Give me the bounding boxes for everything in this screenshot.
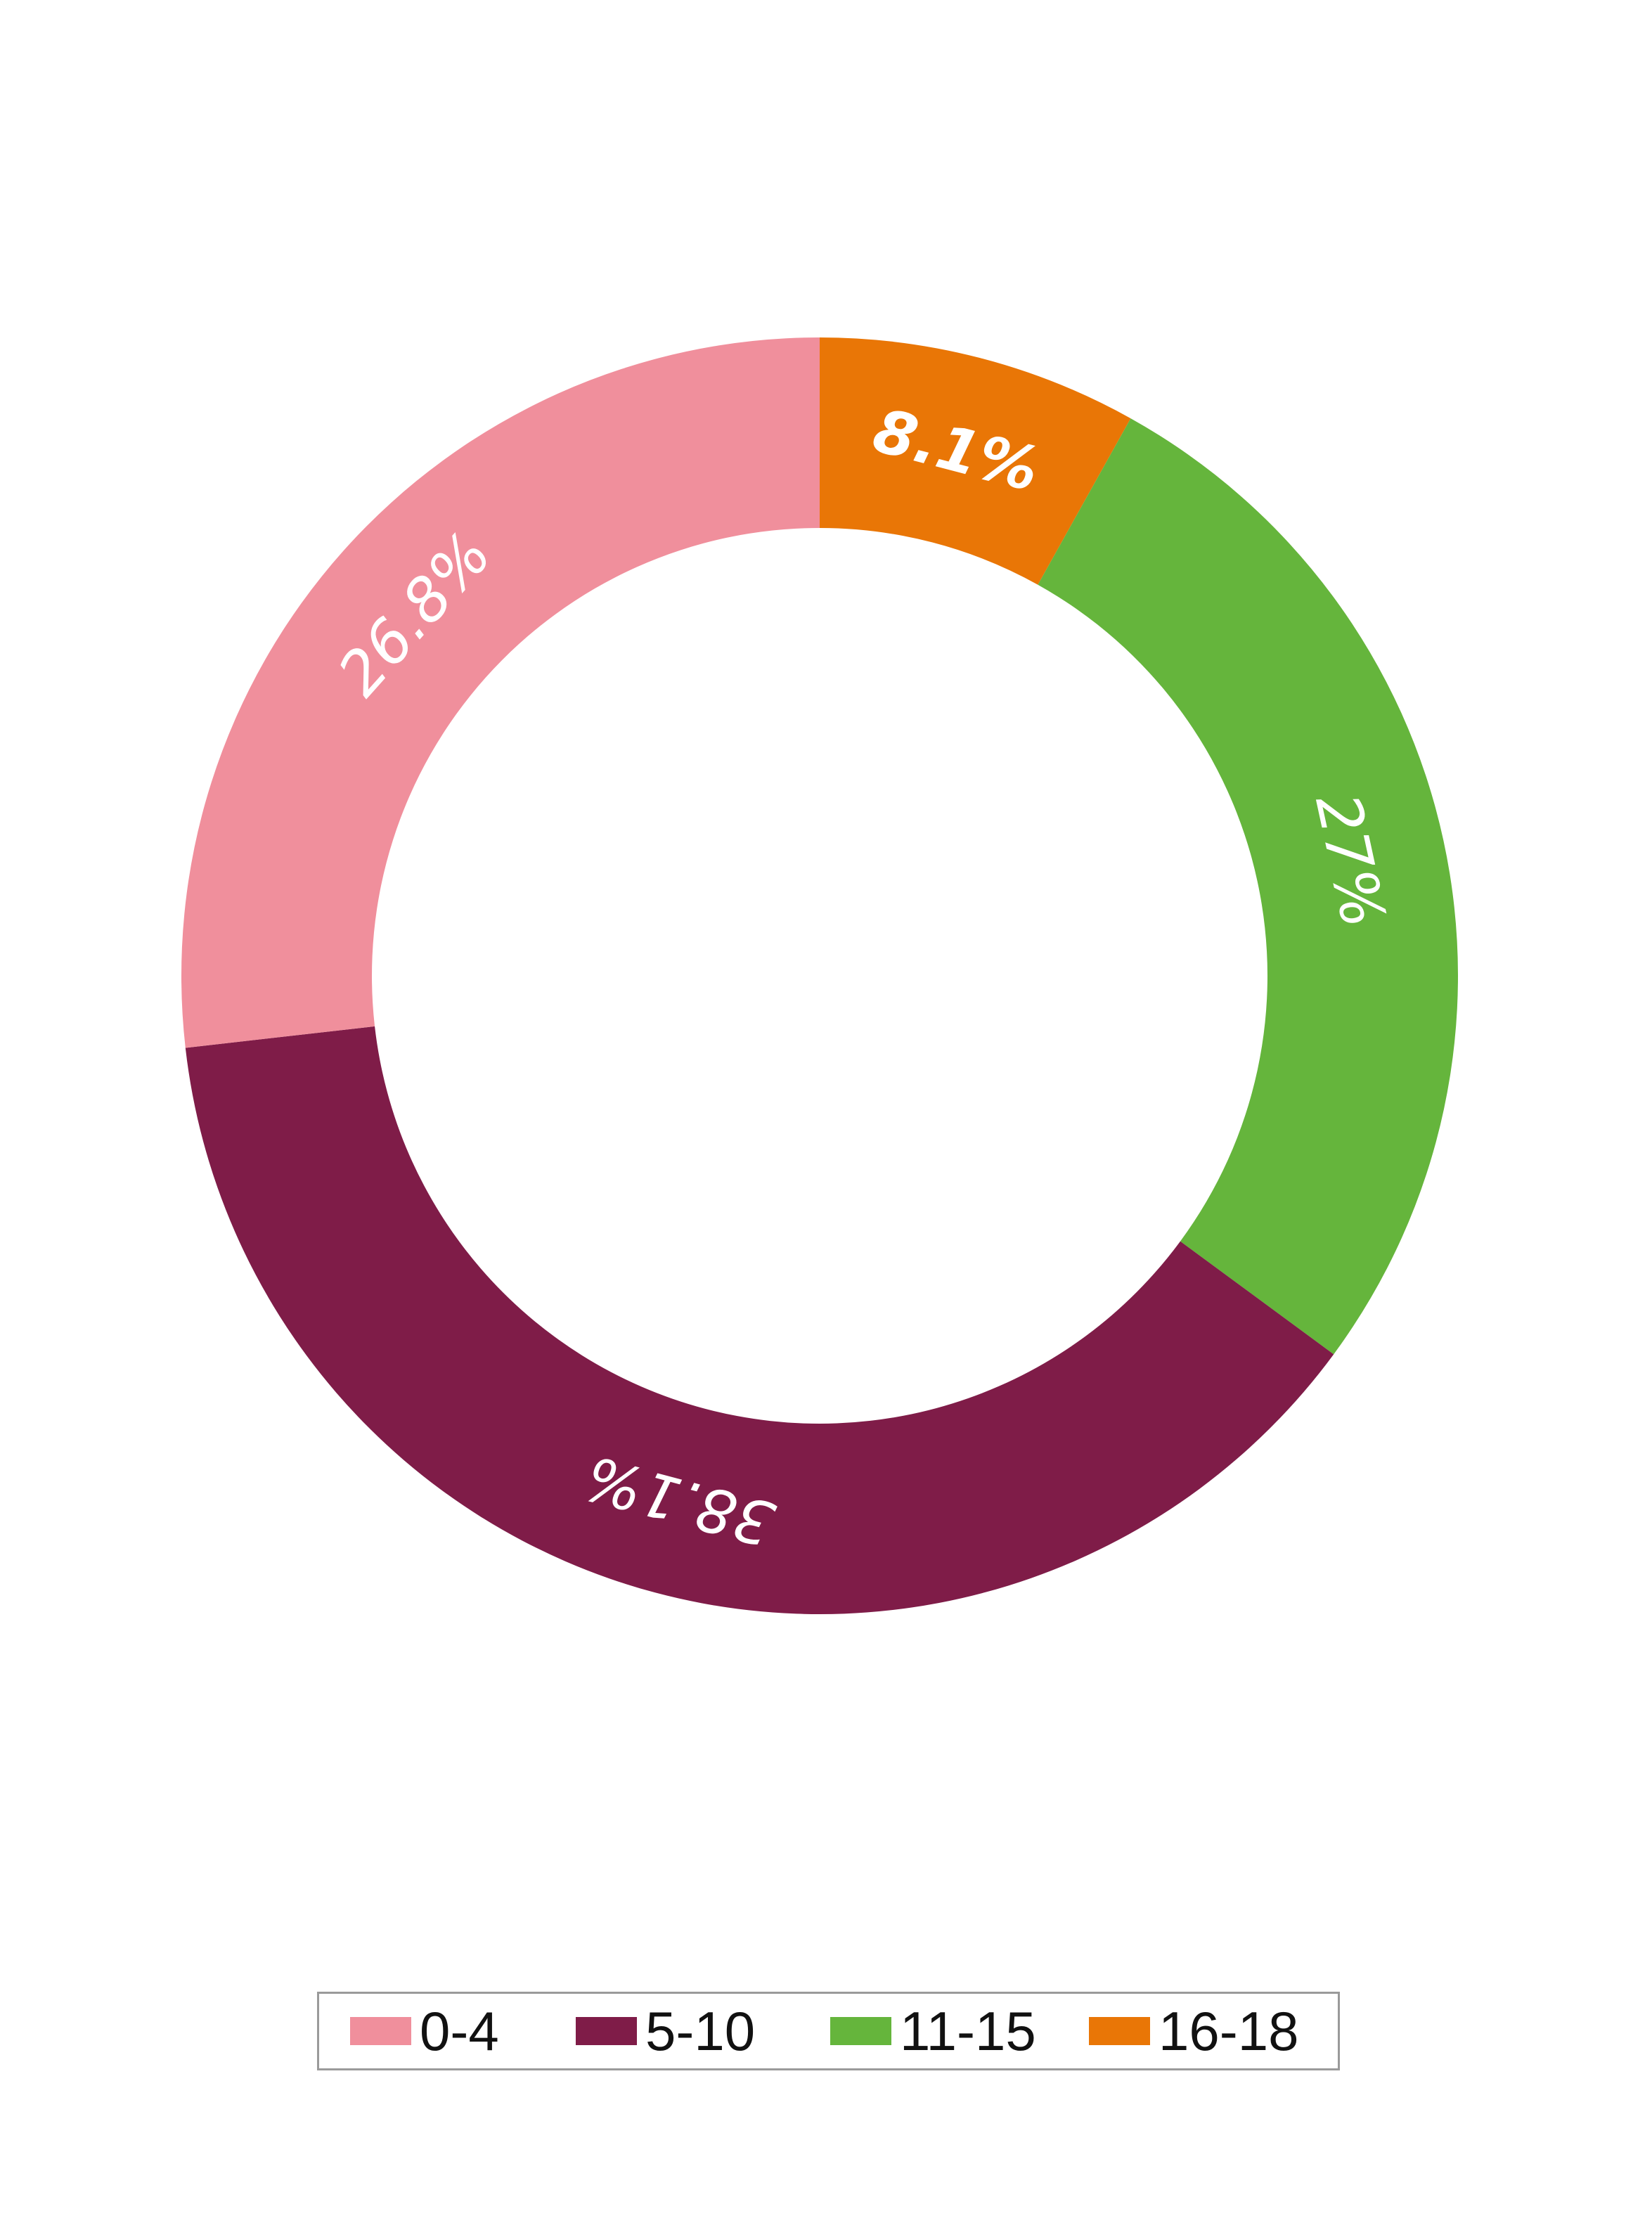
legend-swatch-0-4: [350, 2017, 411, 2045]
legend-label-16-18: 16-18: [1159, 2000, 1299, 2062]
legend-swatch-16-18: [1089, 2017, 1150, 2045]
legend-swatch-5-10: [576, 2017, 637, 2045]
legend-label-5-10: 5-10: [645, 2000, 756, 2062]
slice-0-4: [181, 337, 820, 1048]
legend-item-5-10: 5-10: [576, 1994, 755, 2068]
legend-label-0-4: 0-4: [420, 2000, 499, 2062]
legend-item-16-18: 16-18: [1089, 1994, 1299, 2068]
donut-slices: [181, 337, 1458, 1614]
legend-label-11-15: 11-15: [900, 2000, 1036, 2062]
slice-16-18: [820, 337, 1131, 585]
legend-item-0-4: 0-4: [350, 1994, 499, 2068]
legend-item-11-15: 11-15: [830, 1994, 1036, 2068]
legend-swatch-11-15: [830, 2017, 891, 2045]
legend: 0-4 5-10 11-15 16-18: [317, 1992, 1340, 2070]
slice-11-15: [1038, 418, 1458, 1355]
slice-5-10: [185, 1026, 1334, 1614]
